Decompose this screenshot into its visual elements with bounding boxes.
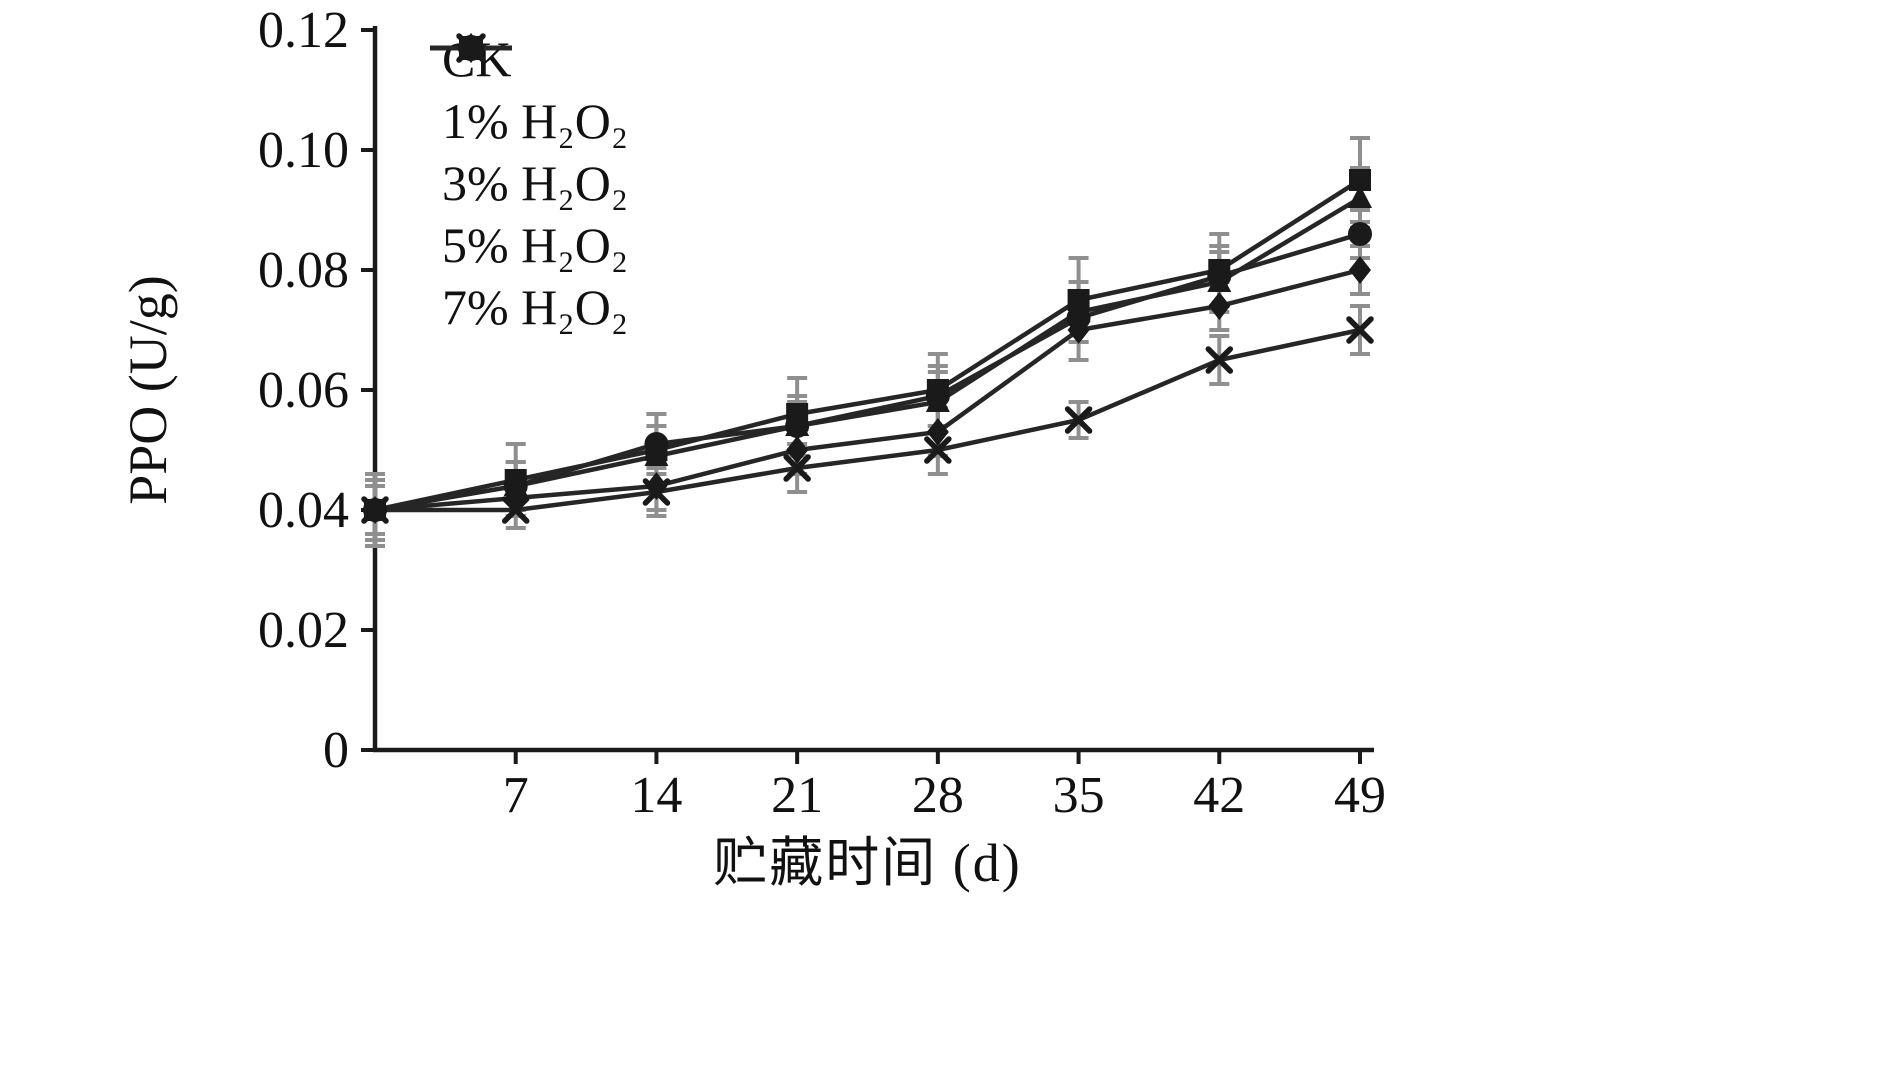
y-tick-label: 0.04 — [258, 482, 349, 539]
x-tick-label: 7 — [503, 767, 529, 824]
y-tick-label: 0 — [323, 722, 349, 779]
legend-label: 3% H₂O₂ — [442, 155, 629, 211]
x-tick-label: 28 — [912, 767, 964, 824]
series-line-7% H₂O₂ — [374, 231, 1361, 513]
x-tick-label: 42 — [1193, 767, 1245, 824]
series-markers-7% H₂O₂ — [363, 222, 1372, 522]
legend-item: 5% H₂O₂ — [428, 33, 629, 276]
y-tick-label: 0.02 — [258, 602, 349, 659]
series-line-5% H₂O₂ — [374, 267, 1361, 513]
x-tick-label: 49 — [1334, 767, 1386, 824]
x-tick-label: 21 — [771, 767, 823, 824]
legend-label: 5% H₂O₂ — [442, 217, 629, 273]
y-tick-label: 0.10 — [258, 122, 349, 179]
y-tick-label: 0.08 — [258, 242, 349, 299]
legend-item: 1% H₂O₂ — [428, 34, 629, 152]
x-tick-label: 14 — [630, 767, 682, 824]
legend-label: 1% H₂O₂ — [442, 93, 629, 149]
series-line-3% H₂O₂ — [375, 327, 1361, 513]
circle-marker-icon — [430, 35, 512, 61]
x-tick-label: 35 — [1053, 767, 1105, 824]
tick-labels: 7 14 21 28 35 42 49 0 0.02 0.04 0.06 0.08 0.10 0.12 — [258, 2, 1386, 824]
y-tick-label: 0.12 — [258, 2, 349, 59]
legend-item: 3% H₂O₂ — [428, 33, 629, 214]
legend-label: 7% H₂O₂ — [442, 279, 629, 335]
y-tick-label: 0.06 — [258, 362, 349, 419]
series-line-CK — [374, 178, 1362, 513]
x-axis-title: 贮藏时间 (d) — [713, 833, 1022, 893]
legend-item: 7% H₂O₂ — [428, 35, 629, 338]
